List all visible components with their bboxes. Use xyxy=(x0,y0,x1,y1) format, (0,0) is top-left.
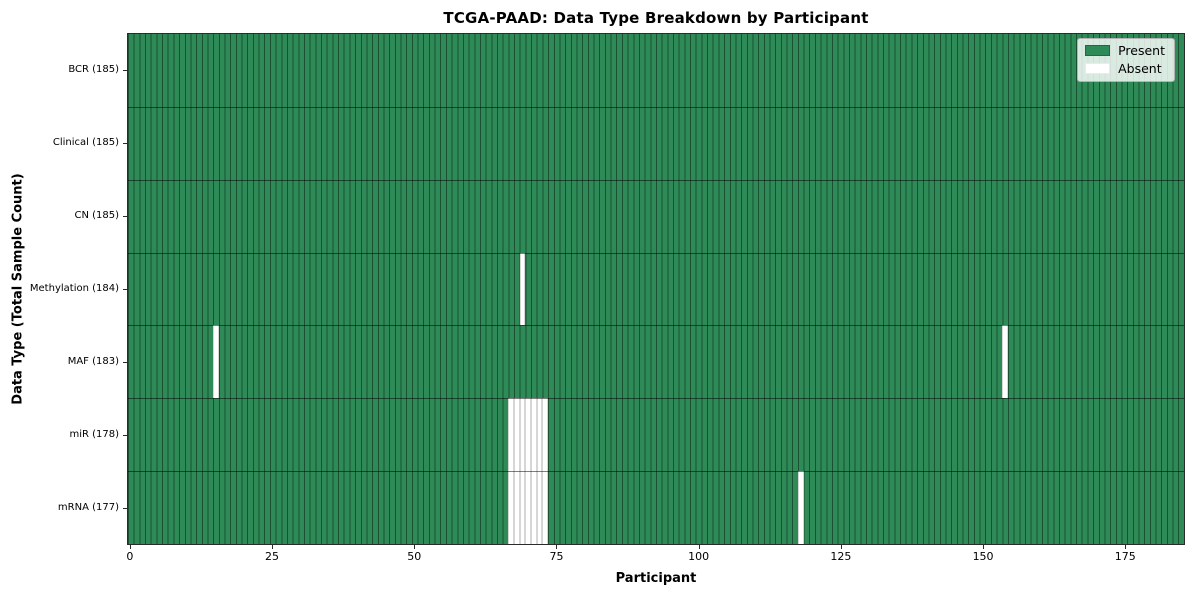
absent-cell xyxy=(519,252,526,326)
x-tick-label: 0 xyxy=(126,550,134,563)
legend-label-present: Present xyxy=(1118,43,1165,58)
row-separator xyxy=(128,325,1184,327)
legend-label-absent: Absent xyxy=(1118,61,1162,76)
absent-cell xyxy=(1002,325,1008,399)
x-tick-mark xyxy=(840,545,842,549)
heatmap-row xyxy=(128,471,1184,545)
y-axis-tick-labels: BCR (185) Clinical (185) CN (185) Methylati… xyxy=(0,33,119,545)
absent-cell xyxy=(531,471,537,545)
absent-cell xyxy=(508,398,515,472)
x-tick-label: 75 xyxy=(549,550,564,563)
absent-cell xyxy=(519,398,526,472)
x-tick-label: 50 xyxy=(407,550,422,563)
row-separator xyxy=(128,398,1184,400)
absent-cell xyxy=(797,471,804,545)
absent-cell xyxy=(531,398,537,472)
absent-cell xyxy=(536,398,543,472)
y-tick-label: CN (185) xyxy=(74,210,119,222)
y-tick-label: Methylation (184) xyxy=(29,283,119,294)
y-tick-mark xyxy=(123,289,127,290)
absent-cell xyxy=(542,398,549,472)
x-tick-mark xyxy=(698,545,700,549)
x-tick-label: 175 xyxy=(1114,550,1136,563)
x-tick-mark xyxy=(129,545,131,549)
y-tick-mark xyxy=(123,216,127,218)
heatmap-row xyxy=(128,325,1184,399)
x-tick-label: 25 xyxy=(265,550,280,563)
row-separator xyxy=(128,471,1184,473)
absent-cell xyxy=(514,471,520,545)
heatmap-row xyxy=(128,179,1184,253)
y-tick-label: MAF (183) xyxy=(67,355,119,367)
x-tick-mark xyxy=(1125,545,1127,549)
absent-cell xyxy=(525,471,532,545)
y-tick-label: Clinical (185) xyxy=(52,137,119,149)
chart-legend: Present Absent xyxy=(1077,38,1175,82)
y-tick-mark xyxy=(123,434,127,436)
heatmap-row xyxy=(128,34,1184,107)
plot-area: Present Absent xyxy=(127,33,1185,545)
absent-cell xyxy=(519,471,526,545)
absent-cell xyxy=(536,471,543,545)
y-tick-label: mRNA (177) xyxy=(57,501,119,513)
x-tick-mark xyxy=(272,545,274,549)
y-tick-mark xyxy=(123,143,127,145)
row-separator xyxy=(128,179,1184,181)
heatmap-row xyxy=(128,398,1184,472)
absent-cell xyxy=(213,325,219,399)
x-tick-mark xyxy=(556,545,558,549)
x-tick-mark xyxy=(983,545,985,549)
row-separator xyxy=(128,252,1184,254)
y-tick-label: BCR (185) xyxy=(68,64,119,76)
x-tick-label: 100 xyxy=(688,550,710,563)
y-tick-mark xyxy=(123,70,127,72)
y-tick-label: miR (178) xyxy=(69,428,119,440)
x-tick-mark xyxy=(414,545,416,549)
absent-cell xyxy=(508,471,515,545)
chart-title: TCGA-PAAD: Data Type Breakdown by Partic… xyxy=(443,9,869,27)
legend-item-absent: Absent xyxy=(1085,62,1165,75)
heatmap-row xyxy=(128,106,1184,180)
x-tick-label: 125 xyxy=(830,550,852,563)
absent-cell xyxy=(542,471,549,545)
row-separator xyxy=(128,106,1184,108)
legend-item-present: Present xyxy=(1085,44,1165,57)
heatmap-row xyxy=(128,252,1184,326)
y-tick-mark xyxy=(123,507,127,509)
x-axis-tick-labels: 0 25 50 75 100 125 150 175 xyxy=(126,545,1185,569)
present-swatch-icon xyxy=(1085,45,1111,56)
absent-cell xyxy=(514,398,520,472)
y-tick-mark xyxy=(123,361,127,363)
absent-swatch-icon xyxy=(1085,63,1111,74)
absent-cell xyxy=(525,398,532,472)
x-tick-label: 150 xyxy=(972,550,994,563)
x-axis-title: Participant xyxy=(615,571,697,586)
